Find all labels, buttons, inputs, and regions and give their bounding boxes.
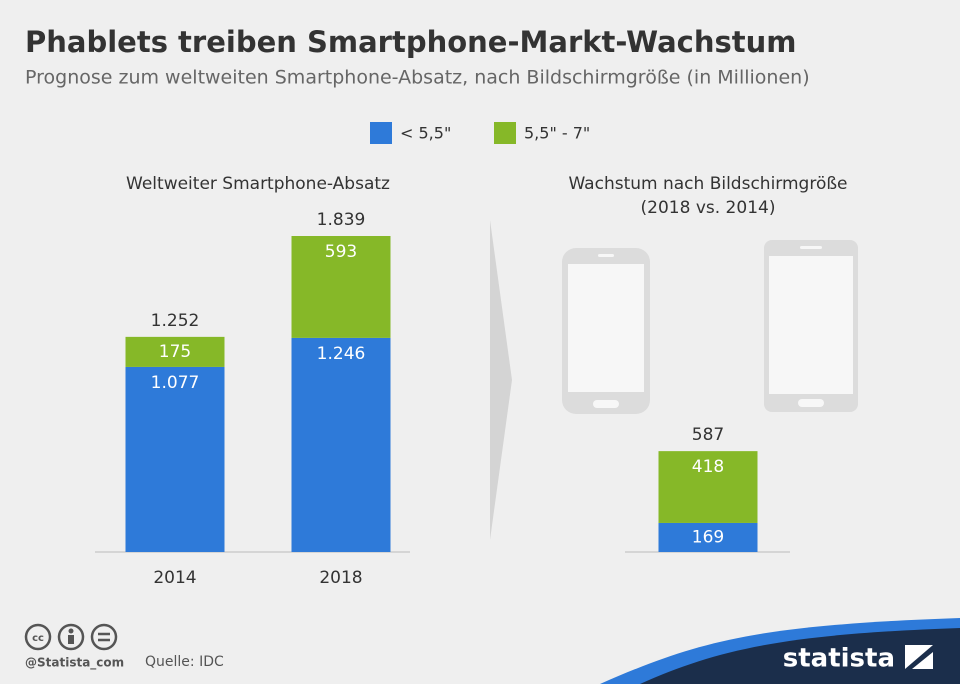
value-label: 418 xyxy=(692,457,724,477)
phone-small xyxy=(562,248,650,414)
license-icons: cc xyxy=(24,623,118,651)
bar-segment xyxy=(291,236,391,338)
bar-segment xyxy=(125,336,225,367)
handle: @Statista_com xyxy=(25,656,124,671)
arrow xyxy=(490,220,512,540)
x-tick-label: 2014 xyxy=(153,568,196,588)
total-label: 1.252 xyxy=(151,311,200,331)
value-label: 593 xyxy=(325,242,357,262)
total-label: 1.839 xyxy=(317,210,366,230)
total-label: 587 xyxy=(692,425,724,445)
legend-swatch xyxy=(494,122,516,144)
brand-logo xyxy=(600,618,960,684)
source: Quelle: IDC xyxy=(145,654,224,670)
chart-title: Wachstum nach Bildschirmgröße xyxy=(568,174,847,194)
legend-label: 5,5" - 7" xyxy=(524,124,590,143)
legend-label: < 5,5" xyxy=(400,124,451,143)
value-label: 1.077 xyxy=(151,373,200,393)
chart-subtitle: (2018 vs. 2014) xyxy=(641,198,776,218)
bar-segment xyxy=(658,522,758,552)
bar-segment xyxy=(125,366,225,552)
svg-text:cc: cc xyxy=(32,633,44,644)
brand: statista xyxy=(783,644,895,674)
bar-segment xyxy=(658,451,758,523)
chart-title: Weltweiter Smartphone-Absatz xyxy=(126,174,390,194)
subtitle: Prognose zum weltweiten Smartphone-Absat… xyxy=(25,67,810,89)
title: Phablets treiben Smartphone-Markt-Wachst… xyxy=(25,25,796,59)
bar-segment xyxy=(291,337,391,552)
x-tick-label: 2018 xyxy=(319,568,362,588)
value-label: 1.246 xyxy=(317,344,366,364)
value-label: 175 xyxy=(159,342,191,362)
value-label: 169 xyxy=(692,527,724,547)
phone-large xyxy=(764,240,858,412)
legend-swatch xyxy=(370,122,392,144)
